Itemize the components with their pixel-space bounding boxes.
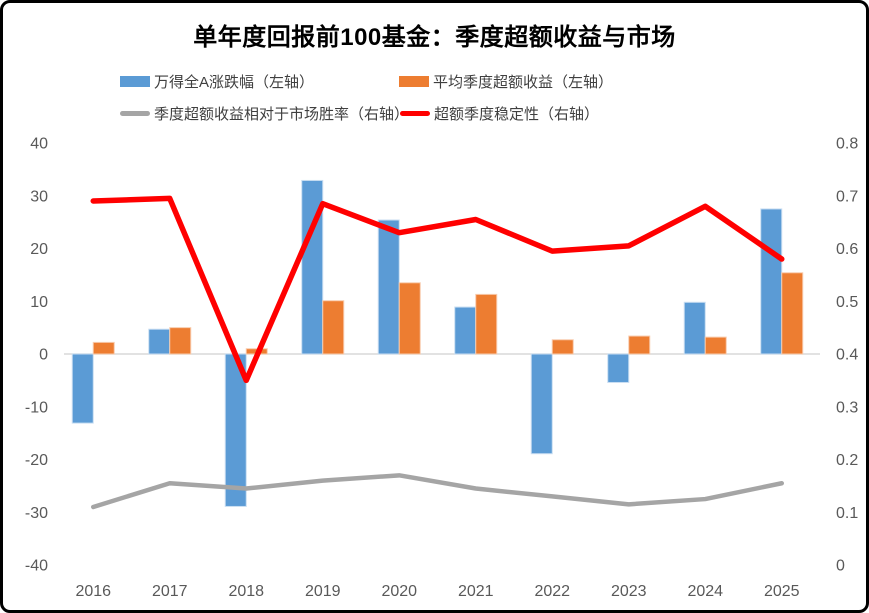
red-line-series [90, 195, 785, 384]
bar-orange-2019 [322, 300, 345, 355]
legend-label: 超额季度稳定性（右轴） [434, 105, 600, 123]
legend-item-win-rate: 季度超额收益相对于市场胜率（右轴） [120, 103, 409, 123]
legend-label: 季度超额收益相对于市场胜率（右轴） [154, 105, 410, 123]
bar-orange-2022 [551, 339, 574, 355]
legend-bar-swatch-orange [399, 75, 429, 87]
right-axis-tick: 0.1 [836, 505, 858, 522]
bar-orange-2017 [169, 327, 192, 355]
x-axis-label: 2020 [381, 583, 417, 600]
bar-orange-2024 [704, 336, 727, 355]
right-axis-tick: 0.2 [836, 452, 858, 469]
x-axis-label: 2017 [152, 583, 188, 600]
bar-orange-2025 [781, 272, 804, 355]
legend-line-swatch-red [400, 110, 430, 116]
legend-bar-swatch-blue [120, 75, 150, 87]
x-axis-label: 2019 [305, 583, 341, 600]
left-axis-tick: 0 [39, 347, 48, 364]
bar-blue-2017 [148, 328, 171, 355]
legend-label: 平均季度超额收益（左轴） [433, 73, 614, 91]
right-axis-tick: 0.4 [836, 347, 858, 364]
legend-item-wind-all-a: 万得全A涨跌幅（左轴） [120, 71, 314, 91]
chart-plot-area: 40 30 20 10 0 -10 -20 -30 -40 0.8 0.7 0.6 0.5 0.4 0.3 0… [25, 136, 858, 601]
left-axis-tick: -20 [25, 452, 48, 469]
left-axis-tick: 40 [30, 136, 48, 153]
bar-orange-2021 [475, 293, 498, 355]
x-axis-label: 2024 [687, 583, 723, 600]
legend-item-avg-excess-return: 平均季度超额收益（左轴） [399, 71, 613, 91]
bar-blue-2019 [301, 179, 324, 355]
bar-orange-2023 [628, 335, 651, 355]
bar-blue-2020 [377, 219, 400, 355]
left-axis-tick: 20 [30, 241, 48, 258]
bar-orange-2016 [92, 341, 115, 355]
left-axis-tick: -30 [25, 505, 48, 522]
legend-label: 万得全A涨跌幅（左轴） [154, 73, 315, 91]
right-axis-tick: 0.6 [836, 241, 858, 258]
left-axis-tick: -40 [25, 558, 48, 575]
x-axis-label: 2023 [611, 583, 647, 600]
legend-line-swatch-gray [120, 110, 150, 116]
left-axis-tick: 30 [30, 188, 48, 205]
right-axis-tick: 0.5 [836, 294, 858, 311]
right-axis-tick: 0.8 [836, 136, 858, 153]
x-axis-label: 2022 [534, 583, 570, 600]
bar-blue-2021 [454, 306, 477, 355]
bar-blue-2024 [683, 301, 706, 355]
bar-blue-2022 [530, 353, 553, 455]
right-axis-tick: 0.3 [836, 399, 858, 416]
bar-blue-2025 [760, 208, 783, 355]
left-axis-tick: -10 [25, 399, 48, 416]
x-axis-label: 2025 [764, 583, 800, 600]
x-axis-label: 2018 [228, 583, 264, 600]
right-axis-tick: 0 [836, 558, 845, 575]
x-axis-label: 2016 [75, 583, 111, 600]
bar-orange-2020 [398, 282, 421, 355]
chart-title: 单年度回报前100基金：季度超额收益与市场 [193, 24, 676, 51]
legend-item-stability: 超额季度稳定性（右轴） [400, 103, 599, 123]
bar-blue-2023 [607, 353, 630, 383]
right-axis-tick: 0.7 [836, 188, 858, 205]
gray-line-series [91, 473, 784, 510]
bar-blue-2016 [71, 353, 94, 424]
x-axis-label: 2021 [458, 583, 494, 600]
left-axis-tick: 10 [30, 294, 48, 311]
